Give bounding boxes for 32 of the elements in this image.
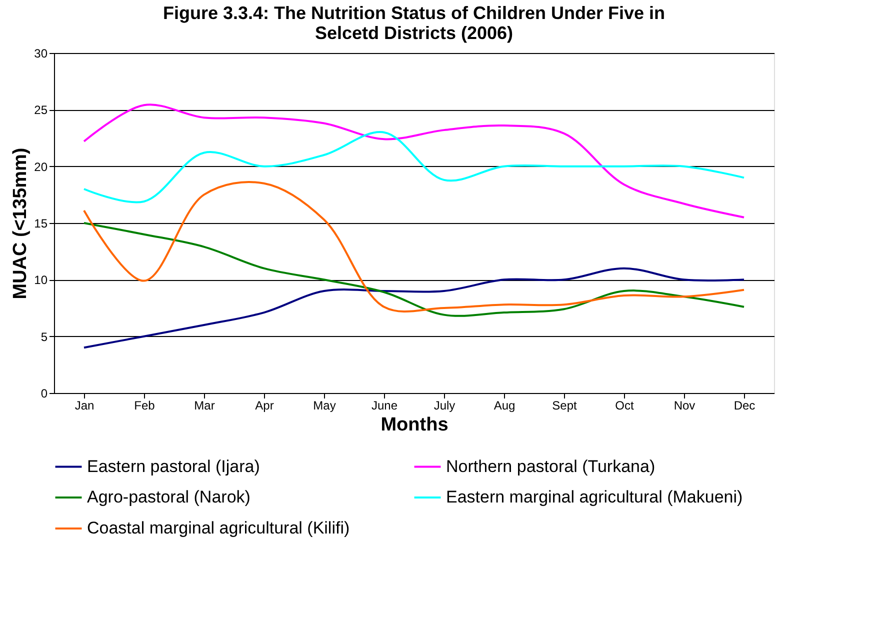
- legend-label: Agro-pastoral (Narok): [87, 488, 250, 506]
- x-tick-label: June: [371, 398, 398, 412]
- text: Figure 3.3.4: The Nutrition Status of Children Under Five in: [162, 3, 666, 23]
- x-axis-title: Months: [380, 414, 448, 436]
- x-tick-label: Oct: [615, 398, 634, 412]
- text: Selcetd Districts (2006): [314, 23, 514, 43]
- y-tick-label: 15: [34, 216, 48, 230]
- x-tick-label: Apr: [255, 398, 274, 412]
- y-tick-label: 10: [34, 273, 48, 288]
- x-tick-label: July: [434, 398, 456, 412]
- x-tick-label: May: [313, 398, 336, 412]
- y-tick-label: 5: [40, 330, 48, 344]
- x-tick-label: Dec: [734, 398, 756, 412]
- y-tick-label: 30: [34, 46, 48, 60]
- y-axis-title: MUAC (<135mm): [10, 148, 32, 300]
- x-tick-label: Feb: [134, 398, 156, 412]
- line-series: [83, 131, 745, 204]
- y-tick-label: 20: [34, 160, 48, 174]
- x-tick-label: Nov: [674, 398, 696, 412]
- legend-label: Eastern marginal agricultural (Makueni): [446, 488, 743, 506]
- y-tick-label: 25: [34, 103, 48, 118]
- x-tick-label: Sept: [552, 398, 578, 412]
- legend-label: Northern pastoral (Turkana): [446, 456, 656, 476]
- x-tick-label: Aug: [494, 398, 516, 412]
- line-series: [83, 267, 745, 349]
- y-tick-label: 0: [40, 386, 48, 400]
- x-tick-label: Mar: [194, 398, 215, 412]
- x-tick-label: Jan: [74, 398, 94, 412]
- legend-label: Coastal marginal agricultural (Kilifi): [87, 518, 350, 538]
- line-series: [83, 222, 745, 317]
- line-series: [83, 104, 745, 218]
- legend-label: Eastern pastoral (Ijara): [87, 456, 260, 476]
